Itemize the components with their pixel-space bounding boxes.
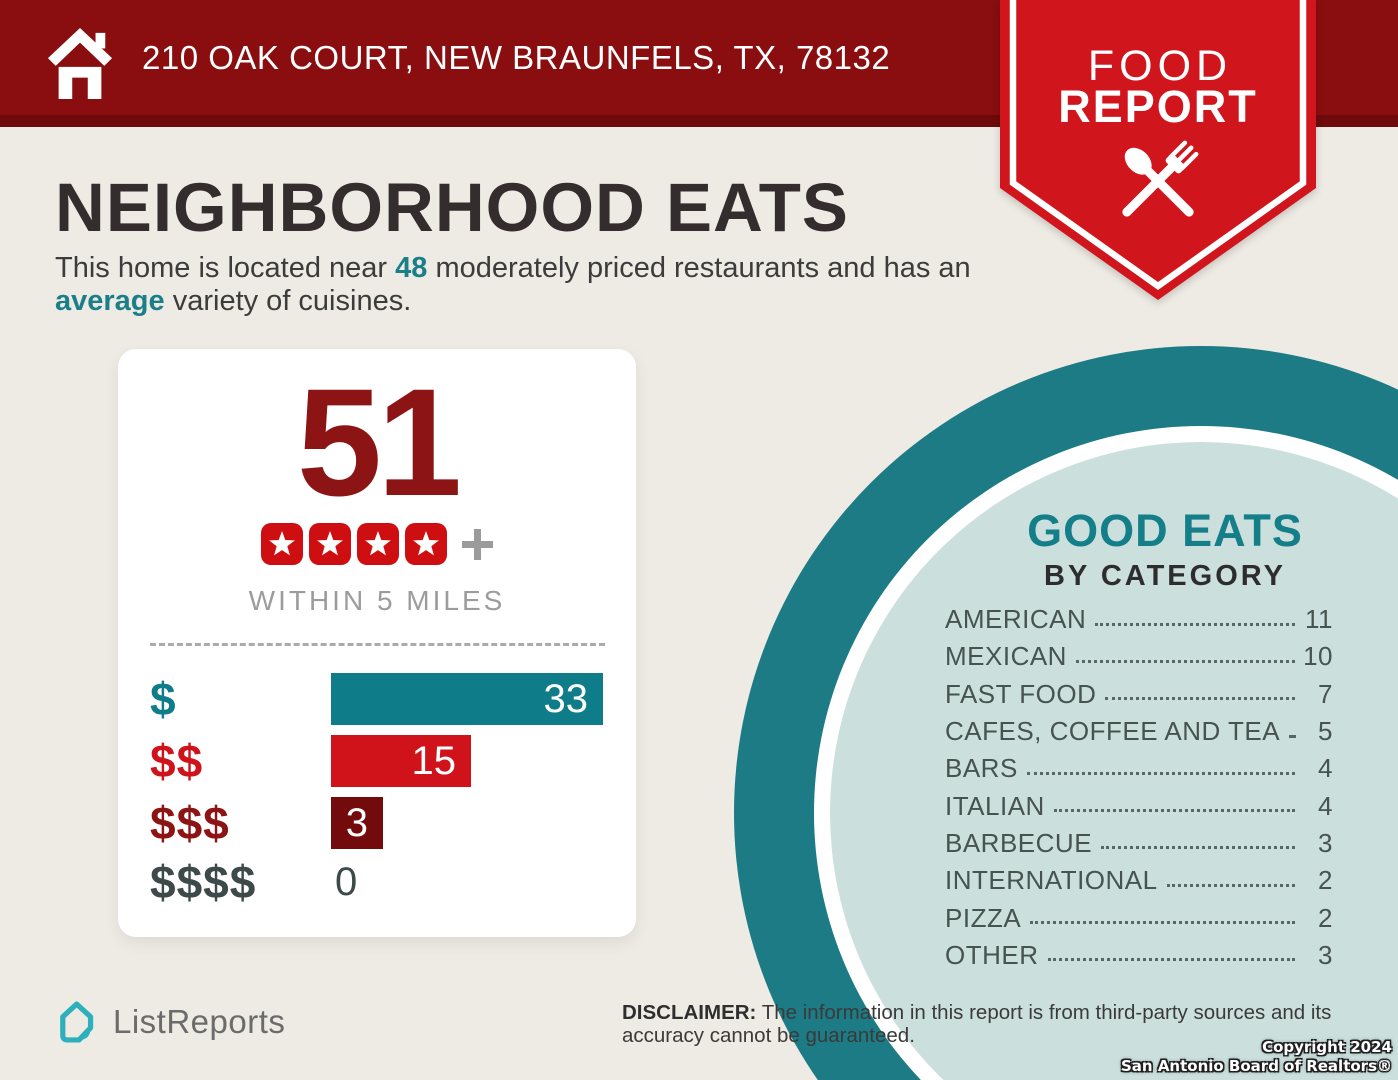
category-value: 5 bbox=[1318, 716, 1333, 747]
category-row: PIZZA 2 bbox=[945, 899, 1333, 936]
subtitle-text: moderately priced restaurants and has an bbox=[427, 252, 971, 284]
star-icon bbox=[309, 523, 351, 565]
category-label: ITALIAN bbox=[945, 790, 1045, 821]
category-row: CAFES, COFFEE AND TEA 5 bbox=[945, 713, 1333, 750]
food-report-badge: FOOD REPORT bbox=[1000, 0, 1316, 300]
category-row: MEXICAN 10 bbox=[945, 638, 1333, 675]
category-value: 3 bbox=[1318, 827, 1333, 858]
category-row: BARS 4 bbox=[945, 750, 1333, 787]
category-label: OTHER bbox=[945, 939, 1039, 970]
good-eats-header: GOOD EATS BY CATEGORY bbox=[900, 505, 1398, 593]
dotted-leader bbox=[1289, 734, 1295, 738]
copyright-line1: Copyright 2024 bbox=[1262, 1038, 1392, 1056]
copyright-line2: San Antonio Board of Realtors® bbox=[1121, 1057, 1392, 1075]
subtitle-accent: 48 bbox=[395, 252, 428, 284]
disclaimer-text: The information in this report is from t… bbox=[622, 1001, 1332, 1047]
category-label: CAFES, COFFEE AND TEA bbox=[945, 716, 1281, 747]
bar: 15 bbox=[331, 735, 471, 787]
badge-line1: FOOD bbox=[1088, 42, 1232, 90]
category-row: AMERICAN 11 bbox=[945, 601, 1333, 638]
dotted-leader bbox=[1166, 883, 1295, 887]
category-label: BARS bbox=[945, 753, 1018, 784]
category-label: FAST FOOD bbox=[945, 678, 1097, 709]
bar-value: 33 bbox=[543, 676, 589, 721]
bar-row: $$ 15 bbox=[150, 735, 636, 787]
price-tier-label: $ bbox=[150, 673, 177, 725]
subtitle: This home is located near 48 moderately … bbox=[55, 252, 990, 318]
category-list: AMERICAN 11 MEXICAN 10 FAST FOOD 7 CAFES, COFF… bbox=[945, 601, 1333, 974]
category-value: 4 bbox=[1318, 753, 1333, 784]
plus-icon bbox=[462, 528, 493, 560]
price-tier-label: $$ bbox=[150, 735, 204, 787]
good-eats-title: GOOD EATS bbox=[1027, 505, 1303, 556]
category-value: 2 bbox=[1318, 865, 1333, 896]
copyright: Copyright 2024 San Antonio Board of Real… bbox=[1121, 1038, 1392, 1076]
price-tier-label: $$$ bbox=[150, 797, 230, 849]
radius-label: WITHIN 5 MILES bbox=[248, 585, 506, 616]
disclaimer: DISCLAIMER: The information in this repo… bbox=[622, 1001, 1362, 1047]
dotted-leader bbox=[1105, 697, 1295, 701]
star-icon bbox=[357, 523, 399, 565]
subtitle-text: variety of cuisines. bbox=[164, 285, 412, 317]
dotted-leader bbox=[1047, 958, 1295, 962]
dotted-leader bbox=[1075, 659, 1295, 663]
subtitle-accent: average bbox=[55, 285, 165, 317]
house-icon bbox=[47, 28, 113, 99]
bar-row: $$$$ 0 bbox=[150, 856, 636, 908]
star-icon bbox=[261, 523, 303, 565]
disclaimer-label: DISCLAIMER: bbox=[622, 1001, 757, 1024]
total-restaurants: 51 bbox=[296, 357, 462, 528]
bar-row: $$$ 3 bbox=[150, 797, 636, 849]
page-title: NEIGHBORHOOD EATS bbox=[55, 169, 849, 246]
category-row: BARBECUE 3 bbox=[945, 825, 1333, 862]
price-bar-chart: $33 $$ 15 $$$ 3 $$$$ 0 bbox=[150, 673, 636, 908]
price-tier-label: $$$$ bbox=[150, 856, 257, 908]
spoon-fork-icon bbox=[1122, 140, 1199, 217]
category-row: ITALIAN 4 bbox=[945, 787, 1333, 824]
dotted-leader bbox=[1101, 846, 1295, 850]
bar-value: 15 bbox=[411, 738, 457, 783]
star-rating bbox=[118, 523, 636, 565]
bar-row: $33 bbox=[150, 673, 636, 725]
bar-area: 15 bbox=[331, 735, 636, 787]
category-value: 7 bbox=[1318, 678, 1333, 709]
category-label: AMERICAN bbox=[945, 604, 1087, 635]
listreports-house-icon bbox=[60, 1001, 94, 1043]
bar-area: 0 bbox=[331, 859, 636, 905]
bar-value: 0 bbox=[335, 859, 358, 904]
category-label: MEXICAN bbox=[945, 641, 1067, 672]
bar: 3 bbox=[331, 797, 383, 849]
category-value: 4 bbox=[1318, 790, 1333, 821]
category-row: INTERNATIONAL 2 bbox=[945, 862, 1333, 899]
bar-area: 3 bbox=[331, 797, 636, 849]
subtitle-text: This home is located near bbox=[55, 252, 396, 284]
badge-line2: REPORT bbox=[1058, 81, 1258, 132]
brand-name: ListReports bbox=[113, 1003, 286, 1040]
category-row: FAST FOOD 7 bbox=[945, 676, 1333, 713]
bar-area: 33 bbox=[331, 673, 636, 725]
bar: 33 bbox=[331, 673, 603, 725]
category-value: 11 bbox=[1305, 604, 1333, 635]
dotted-leader bbox=[1053, 809, 1295, 813]
dotted-leader bbox=[1095, 622, 1295, 626]
dashed-divider bbox=[150, 643, 605, 646]
category-row: OTHER 3 bbox=[945, 937, 1333, 974]
restaurant-stats-card: 51 WITHIN 5 MILES $33 $$ 15 $$$ 3 $$$$ 0 bbox=[118, 349, 636, 937]
bar-value: 3 bbox=[345, 800, 368, 845]
dotted-leader bbox=[1026, 771, 1295, 775]
property-address: 210 OAK COURT, NEW BRAUNFELS, TX, 78132 bbox=[142, 38, 891, 76]
category-value: 10 bbox=[1303, 641, 1333, 672]
category-label: BARBECUE bbox=[945, 827, 1093, 858]
category-label: PIZZA bbox=[945, 902, 1022, 933]
star-icon bbox=[405, 523, 447, 565]
category-value: 3 bbox=[1318, 939, 1333, 970]
listreports-logo: ListReports bbox=[55, 1000, 285, 1044]
category-label: INTERNATIONAL bbox=[945, 865, 1158, 896]
dotted-leader bbox=[1030, 921, 1295, 925]
good-eats-subtitle: BY CATEGORY bbox=[1044, 560, 1286, 592]
category-value: 2 bbox=[1318, 902, 1333, 933]
